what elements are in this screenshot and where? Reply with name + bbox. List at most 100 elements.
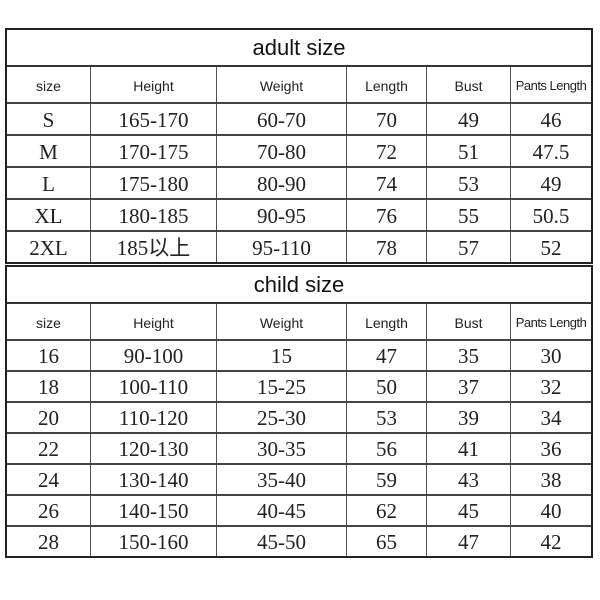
column-header: Length: [347, 304, 427, 339]
table-cell: 42: [540, 530, 562, 554]
table-cell: 25-30: [217, 403, 347, 432]
column-header: Pants Length: [515, 315, 587, 330]
table-cell: 35-40: [217, 465, 347, 494]
table-cell: 45-50: [217, 527, 347, 556]
table-cell: 100-110: [91, 372, 217, 401]
table-cell: 40: [540, 499, 562, 523]
table-row: 26 140-150 40-45 62 45 40: [7, 496, 591, 527]
table-cell: 2XL: [7, 232, 91, 262]
table-cell: 120-130: [91, 434, 217, 463]
table-cell: 43: [427, 465, 511, 494]
table-cell: 53: [427, 168, 511, 198]
table-cell: 49: [540, 172, 562, 196]
column-header: Length: [347, 67, 427, 102]
table-row: S 165-170 60-70 70 49 46: [7, 104, 591, 136]
table-cell: 51: [427, 136, 511, 166]
adult-size-table: adult size size Height Weight Length Bust Pan…: [5, 28, 593, 264]
table-cell: 59: [347, 465, 427, 494]
table-cell: 185以上: [91, 232, 217, 262]
table-row: 22 120-130 30-35 56 41 36: [7, 434, 591, 465]
table-cell: 95-110: [217, 232, 347, 262]
column-header: Bust: [427, 67, 511, 102]
table-cell: 20: [7, 403, 91, 432]
table-cell: 18: [7, 372, 91, 401]
table-cell: 47: [427, 527, 511, 556]
table-cell: 39: [427, 403, 511, 432]
table-cell: 30-35: [217, 434, 347, 463]
table-cell: 32: [540, 375, 562, 399]
table-cell: 62: [347, 496, 427, 525]
table-cell: 80-90: [217, 168, 347, 198]
table-cell: XL: [7, 200, 91, 230]
table-cell: 38: [540, 468, 562, 492]
table-cell: 72: [347, 136, 427, 166]
table-row: L 175-180 80-90 74 53 49: [7, 168, 591, 200]
table-cell: 60-70: [217, 104, 347, 134]
table-title: child size: [7, 267, 591, 304]
table-row: 2XL 185以上 95-110 78 57 52: [7, 232, 591, 262]
table-cell: 50: [347, 372, 427, 401]
table-cell: 36: [540, 437, 562, 461]
table-row: 16 90-100 15 47 35 30: [7, 341, 591, 372]
table-title: adult size: [7, 30, 591, 67]
table-cell: 90-95: [217, 200, 347, 230]
table-row: 24 130-140 35-40 59 43 38: [7, 465, 591, 496]
table-cell: 24: [7, 465, 91, 494]
table-cell: 35: [427, 341, 511, 370]
column-header: size: [7, 304, 91, 339]
table-cell: 30: [540, 344, 562, 368]
table-cell: 15-25: [217, 372, 347, 401]
table-row: 28 150-160 45-50 65 47 42: [7, 527, 591, 556]
table-row: M 170-175 70-80 72 51 47.5: [7, 136, 591, 168]
header-row: size Height Weight Length Bust Pants Length: [7, 67, 591, 104]
column-header: Height: [91, 67, 217, 102]
table-cell: 47: [347, 341, 427, 370]
table-cell: 65: [347, 527, 427, 556]
table-row: XL 180-185 90-95 76 55 50.5: [7, 200, 591, 232]
header-row: size Height Weight Length Bust Pants Length: [7, 304, 591, 341]
table-cell: 22: [7, 434, 91, 463]
table-cell: 170-175: [91, 136, 217, 166]
table-cell: 41: [427, 434, 511, 463]
column-header: Height: [91, 304, 217, 339]
table-cell: M: [7, 136, 91, 166]
table-cell: 46: [540, 108, 562, 132]
table-cell: 78: [347, 232, 427, 262]
table-row: 18 100-110 15-25 50 37 32: [7, 372, 591, 403]
table-cell: 50.5: [532, 204, 570, 228]
column-header: Pants Length: [515, 78, 587, 93]
table-cell: 175-180: [91, 168, 217, 198]
table-cell: S: [7, 104, 91, 134]
table-cell: 34: [540, 406, 562, 430]
table-cell: 56: [347, 434, 427, 463]
table-cell: 165-170: [91, 104, 217, 134]
column-header: Bust: [427, 304, 511, 339]
table-cell: 110-120: [91, 403, 217, 432]
table-cell: 52: [540, 236, 562, 260]
table-cell: 47.5: [532, 140, 570, 164]
table-cell: 49: [427, 104, 511, 134]
column-header: Weight: [217, 304, 347, 339]
table-cell: 70: [347, 104, 427, 134]
table-row: 20 110-120 25-30 53 39 34: [7, 403, 591, 434]
table-cell: 130-140: [91, 465, 217, 494]
child-size-table: child size size Height Weight Length Bust Pan…: [5, 265, 593, 558]
table-cell: 74: [347, 168, 427, 198]
table-cell: 28: [7, 527, 91, 556]
table-cell: 70-80: [217, 136, 347, 166]
table-cell: L: [7, 168, 91, 198]
table-cell: 180-185: [91, 200, 217, 230]
table-cell: 53: [347, 403, 427, 432]
table-cell: 150-160: [91, 527, 217, 556]
table-cell: 15: [217, 341, 347, 370]
table-cell: 45: [427, 496, 511, 525]
table-cell: 90-100: [91, 341, 217, 370]
table-cell: 37: [427, 372, 511, 401]
table-cell: 40-45: [217, 496, 347, 525]
table-cell: 55: [427, 200, 511, 230]
column-header: size: [7, 67, 91, 102]
column-header: Weight: [217, 67, 347, 102]
table-cell: 26: [7, 496, 91, 525]
table-cell: 57: [427, 232, 511, 262]
table-cell: 140-150: [91, 496, 217, 525]
